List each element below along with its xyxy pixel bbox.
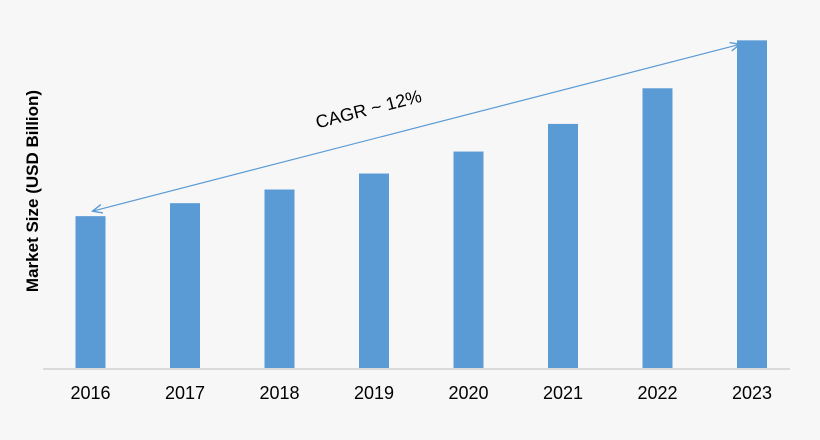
x-tick-labels: 2016 2017 2018 2019 2020 2021 2022 2023	[70, 383, 772, 403]
cagr-arrow	[93, 44, 741, 211]
y-axis-label: Market Size (USD Billion)	[23, 90, 42, 292]
x-tick-label-2022: 2022	[637, 383, 677, 403]
bar-2019	[359, 173, 389, 368]
x-tick-label-2018: 2018	[259, 383, 299, 403]
bar-2022	[642, 88, 673, 368]
x-tick-label-2021: 2021	[543, 383, 583, 403]
bar-2016	[75, 216, 106, 368]
x-tick-label-2016: 2016	[70, 383, 110, 403]
bar-2023	[737, 40, 767, 368]
x-tick-label-2017: 2017	[165, 383, 205, 403]
x-tick-label-2019: 2019	[354, 383, 394, 403]
x-tick-label-2023: 2023	[732, 383, 772, 403]
bars-group	[75, 40, 767, 368]
cagr-annotation: CAGR ~ 12%	[313, 86, 423, 132]
bar-2017	[170, 203, 200, 368]
bar-2018	[264, 189, 295, 368]
x-tick-label-2020: 2020	[448, 383, 488, 403]
bar-2020	[453, 151, 484, 368]
bar-2021	[548, 123, 578, 368]
